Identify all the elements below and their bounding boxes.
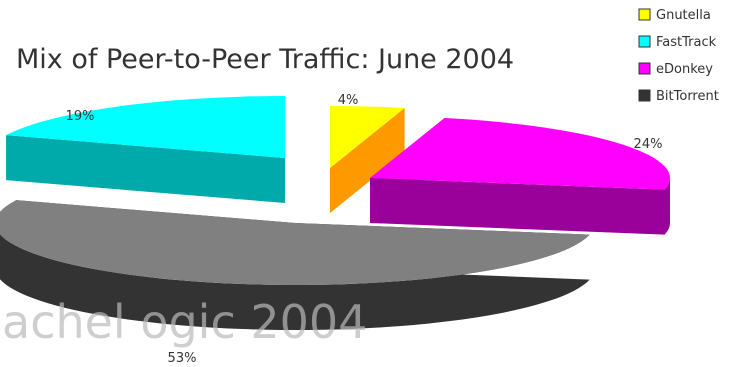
legend-label-fasttrack: FastTrack <box>656 35 717 50</box>
legend: Gnutella FastTrack eDonkey BitTorrent <box>638 8 719 104</box>
pie-slice-gnutella-top <box>330 106 405 168</box>
pie-slice-bittorrent-top <box>0 200 590 285</box>
legend-item-bittorrent: BitTorrent <box>638 89 719 104</box>
pie-slice-fasttrack-side <box>6 96 286 203</box>
data-label-edonkey: 24% <box>634 137 663 152</box>
data-label-gnutella: 4% <box>338 93 359 108</box>
legend-swatch-bittorrent <box>638 89 651 102</box>
data-label-fasttrack: 19% <box>66 109 95 124</box>
pie-slice-fasttrack <box>6 96 286 203</box>
data-label-bittorrent: 53% <box>168 351 197 366</box>
pie-slice-edonkey-side <box>370 117 670 235</box>
pie-slice-gnutella <box>330 106 405 213</box>
pie-slice-edonkey-top <box>370 117 670 190</box>
pie-slice-gnutella-side <box>330 106 405 213</box>
legend-label-gnutella: Gnutella <box>656 8 711 23</box>
legend-label-bittorrent: BitTorrent <box>656 89 719 104</box>
legend-swatch-edonkey <box>638 62 651 75</box>
chart-title: Mix of Peer-to-Peer Traffic: June 2004 <box>16 44 514 75</box>
legend-item-edonkey: eDonkey <box>638 62 713 77</box>
legend-label-edonkey: eDonkey <box>656 62 713 77</box>
pie-slice-bittorrent <box>0 200 590 331</box>
legend-item-gnutella: Gnutella <box>638 8 711 23</box>
pie-slice-edonkey <box>370 117 670 235</box>
legend-item-fasttrack: FastTrack <box>638 35 717 50</box>
watermark-logo: achel ogic 2004 <box>2 295 367 349</box>
legend-swatch-fasttrack <box>638 35 651 48</box>
legend-swatch-gnutella <box>638 8 651 21</box>
pie-slice-fasttrack-top <box>6 96 286 158</box>
